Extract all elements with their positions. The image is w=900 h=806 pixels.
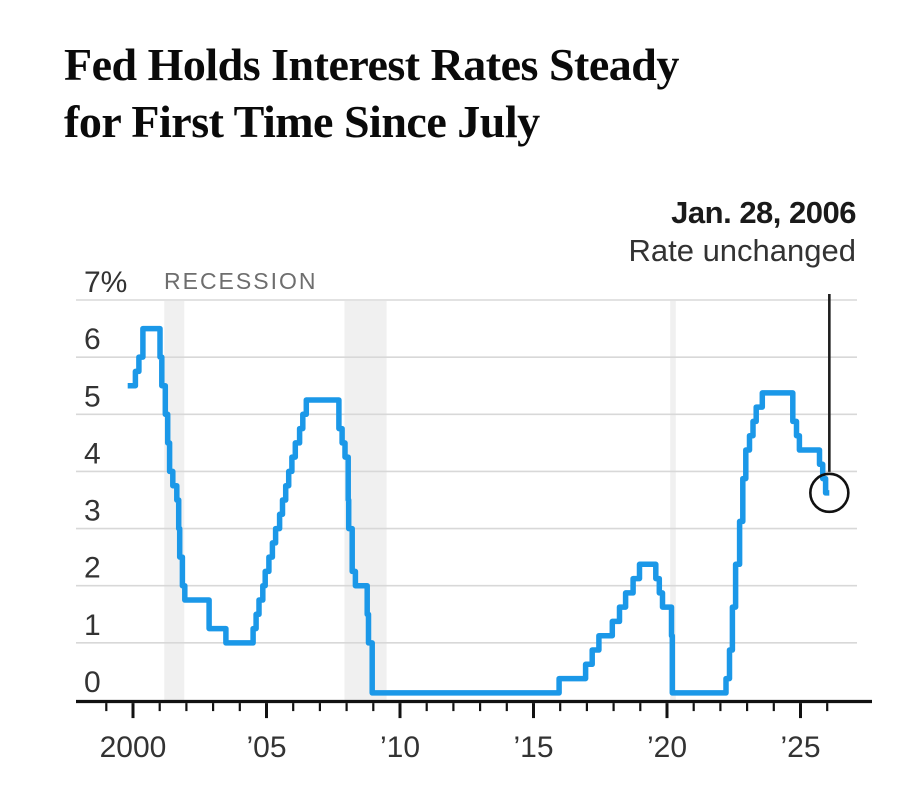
annotation-date: Jan. 28, 2006 [671, 195, 856, 230]
headline-line-2: for First Time Since July [64, 96, 540, 147]
y-axis-label: 2 [84, 552, 101, 585]
y-axis-label: 1 [84, 609, 101, 642]
recession-band [344, 301, 387, 701]
y-axis-label: 3 [84, 495, 101, 528]
y-axis-label: 0 [84, 666, 101, 699]
headline-line-1: Fed Holds Interest Rates Steady [64, 39, 679, 90]
x-axis-label: ’05 [246, 731, 286, 764]
x-axis-label: 2000 [100, 731, 167, 764]
rate-line [127, 325, 830, 696]
annotation-circle [809, 472, 850, 514]
y-axis-label: 5 [84, 380, 101, 413]
y-axis-label: 4 [84, 437, 101, 470]
x-axis-label: ’20 [647, 731, 687, 764]
y-axis-label: 6 [84, 323, 101, 356]
recession-band [670, 301, 676, 701]
recession-label: RECESSION [164, 268, 318, 294]
chart-annotation: Jan. 28, 2006 Rate unchanged [628, 194, 856, 271]
annotation-label: Rate unchanged [628, 233, 856, 268]
x-axis-label: ’25 [780, 731, 820, 764]
x-axis-label: ’15 [513, 731, 553, 764]
x-axis-label: ’10 [380, 731, 420, 764]
y-axis-label: 7% [84, 266, 127, 299]
page-title: Fed Holds Interest Rates Steady for Firs… [64, 36, 679, 150]
